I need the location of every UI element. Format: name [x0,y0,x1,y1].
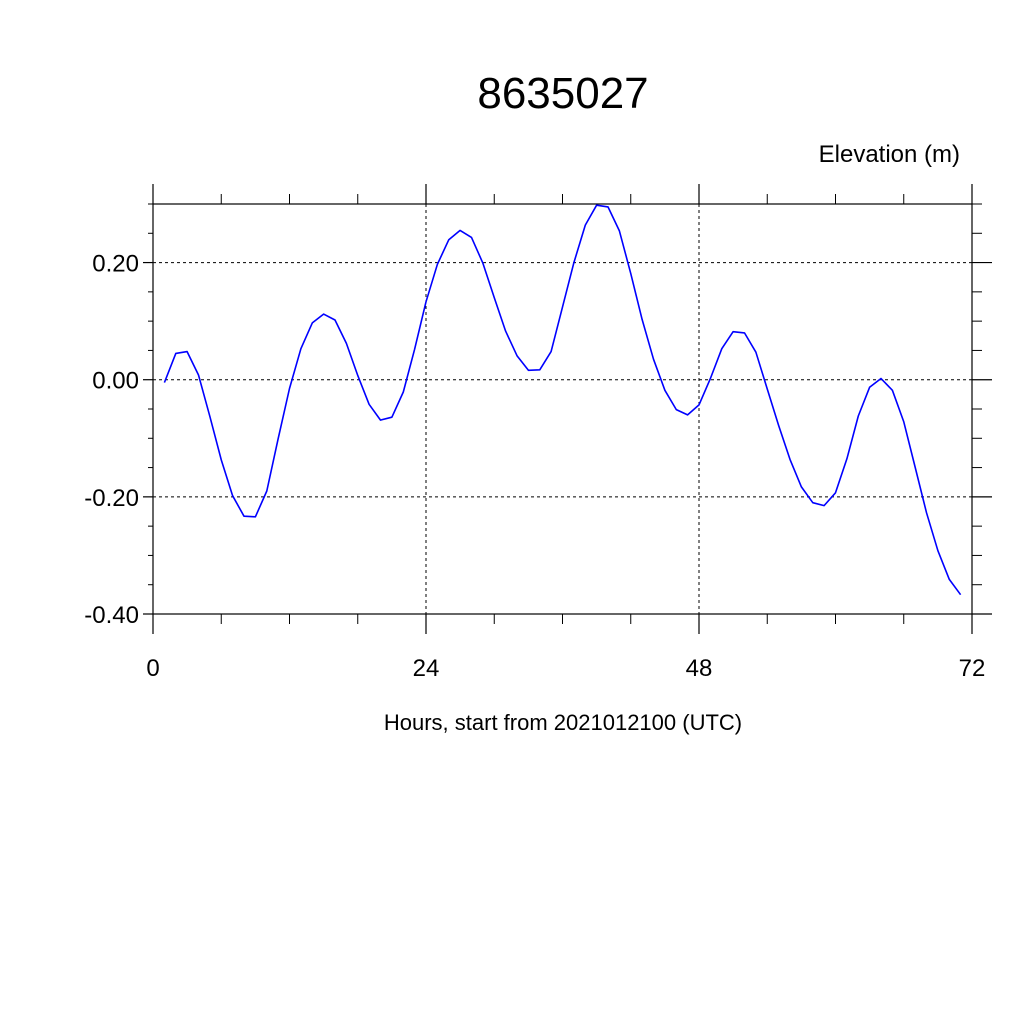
x-tick-label: 0 [146,655,159,682]
chart-title: 8635027 [477,69,648,118]
x-tick-label: 48 [686,655,713,682]
y-axis-label: Elevation (m) [819,141,960,168]
x-tick-label: 72 [959,655,986,682]
y-tick-label: -0.20 [84,485,139,512]
x-axis-label: Hours, start from 2021012100 (UTC) [384,710,742,735]
plot-frame [152,203,973,615]
axis-ticks [143,184,992,634]
y-tick-label: -0.40 [84,602,139,629]
tick-labels: -0.40 -0.20 0.00 0.20 0 24 48 72 [84,251,985,682]
y-tick-label: 0.20 [92,251,139,278]
x-tick-label: 24 [413,655,440,682]
series-line [163,204,962,596]
grid-lines [152,204,973,615]
y-tick-label: 0.00 [92,368,139,395]
